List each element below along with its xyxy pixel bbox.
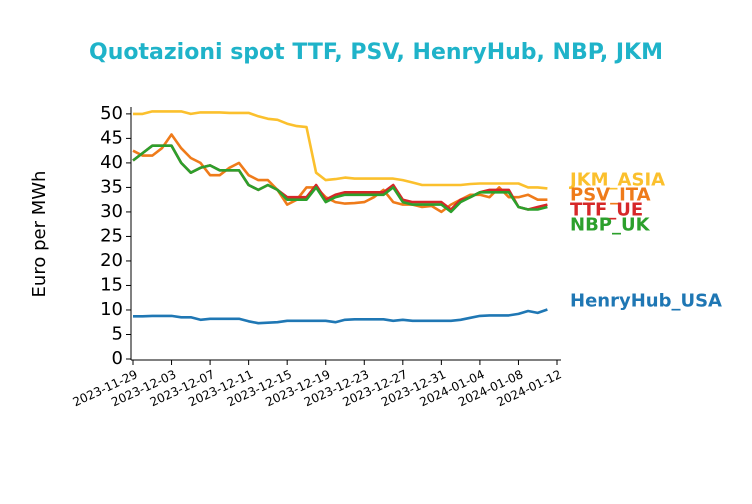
chart-title: Quotazioni spot TTF, PSV, HenryHub, NBP,… [89,40,663,65]
series-label: HenryHub_USA [570,290,722,311]
y-tick-label: 15 [100,274,123,295]
series-line [133,110,548,190]
y-tick-label: 25 [100,225,123,246]
y-tick-label: 35 [100,176,123,197]
y-tick-label: 10 [100,299,123,320]
series-line [132,144,548,214]
y-axis-label: Euro per MWh [29,171,50,298]
y-tick-label: 50 [100,103,123,124]
series-line [132,133,548,214]
y-tick-label: 0 [112,348,123,369]
series-label: JKM_ASIA [568,169,665,190]
y-tick-label: 20 [100,250,123,271]
y-tick-label: 30 [100,201,123,222]
y-tick-label: 40 [100,152,123,173]
y-tick-label: 5 [112,323,123,344]
series-label: TTF_UE [570,199,643,220]
series-label: NBP_UK [570,214,651,235]
y-tick-label: 45 [100,127,123,148]
series-line [133,308,548,325]
series-label: PSV_ITA [570,184,651,205]
